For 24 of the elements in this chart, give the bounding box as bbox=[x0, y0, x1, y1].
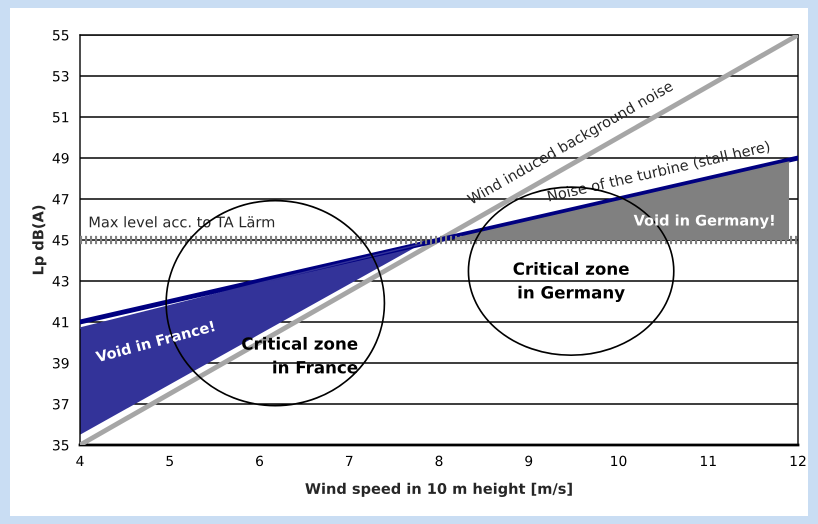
x-tick-label: 12 bbox=[790, 456, 806, 466]
x-tick-label: 10 bbox=[611, 456, 626, 466]
y-tick-label: 55 bbox=[52, 30, 68, 40]
x-tick-label: 9 bbox=[525, 456, 532, 466]
x-tick-label: 6 bbox=[256, 456, 264, 466]
x-tick-label: 5 bbox=[166, 456, 173, 466]
y-tick-label: 39 bbox=[52, 358, 69, 368]
x-tick-label: 4 bbox=[76, 456, 84, 466]
y-tick-label: 35 bbox=[52, 440, 68, 450]
annotation: Critical zone in Germany bbox=[514, 262, 629, 302]
y-axis-title: Lp dB(A) bbox=[32, 206, 46, 274]
y-tick-label: 53 bbox=[52, 70, 68, 82]
y-tick-label: 43 bbox=[52, 276, 68, 286]
y-tick-label: 45 bbox=[52, 235, 68, 246]
x-tick-label: 7 bbox=[346, 456, 352, 466]
x-axis-title: Wind speed in 10 m height [m/s] bbox=[305, 482, 572, 497]
y-tick-label: 49 bbox=[52, 152, 69, 164]
y-tick-label: 37 bbox=[52, 398, 68, 410]
y-tick-label: 41 bbox=[52, 317, 68, 328]
y-tick-label: 47 bbox=[52, 194, 68, 204]
y-tick-label: 51 bbox=[52, 112, 68, 122]
x-tick-label: 8 bbox=[436, 456, 442, 466]
x-tick-label: 11 bbox=[700, 456, 716, 466]
annotation: Critical zone in France bbox=[242, 336, 358, 374]
